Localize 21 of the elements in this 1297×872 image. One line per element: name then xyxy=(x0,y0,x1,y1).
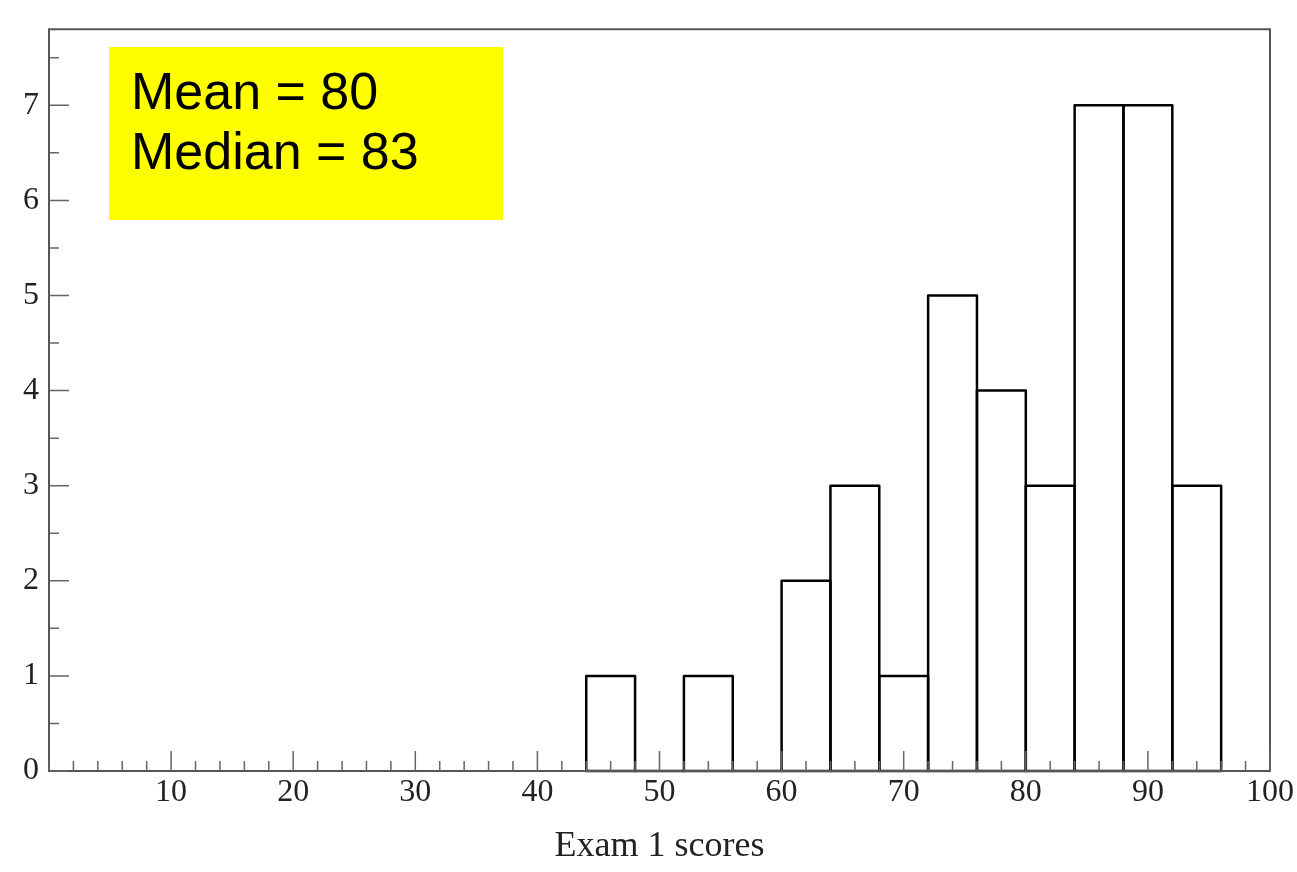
annotation: Mean = 80 xyxy=(131,61,380,121)
x-tick-label: 80 xyxy=(1009,771,1042,808)
y-tick-label: 3 xyxy=(23,465,39,502)
x-tick-label: 30 xyxy=(399,771,432,808)
x-tick-label: 10 xyxy=(155,771,188,808)
y-tick-label: 4 xyxy=(23,370,39,406)
y-tick-label: 0 xyxy=(23,750,39,787)
y-tick-label: 2 xyxy=(23,560,39,597)
y-tick-label: 6 xyxy=(23,179,39,216)
x-tick-label: 70 xyxy=(887,771,920,808)
x-tick-label: 20 xyxy=(277,771,310,808)
x-tick-label: 60 xyxy=(765,771,798,808)
y-tick-label: 7 xyxy=(23,84,39,121)
annotation: Median = 83 xyxy=(131,121,420,181)
y-tick-label: 1 xyxy=(23,655,39,692)
x-axis-title: Exam 1 scores xyxy=(554,823,765,864)
x-tick-label: 90 xyxy=(1131,771,1164,808)
x-tick-label: 40 xyxy=(521,771,554,808)
x-tick-label: 50 xyxy=(643,771,676,808)
x-tick-label: 100 xyxy=(1246,771,1294,808)
y-tick-label: 5 xyxy=(23,274,39,311)
